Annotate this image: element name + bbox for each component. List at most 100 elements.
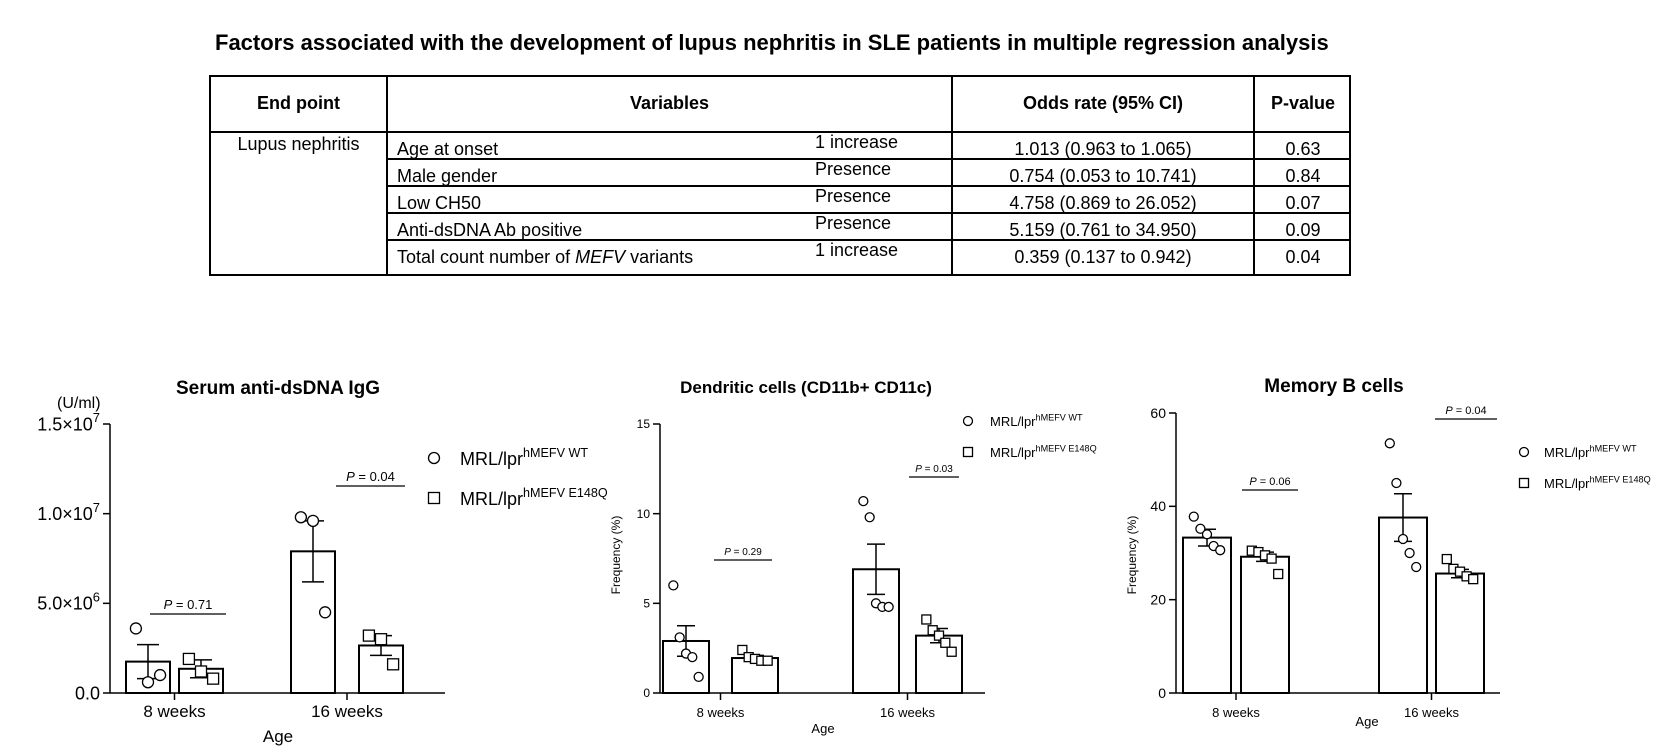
- data-point: [194, 665, 208, 678]
- legend-label: MRL/lprhMEFV E148Q: [1544, 474, 1651, 491]
- data-point: [927, 625, 938, 636]
- x-tick-label: 8 weeks: [1212, 705, 1260, 720]
- pvalue-symbol: P: [724, 547, 731, 558]
- data-point: [1391, 477, 1402, 489]
- legend-marker: [962, 415, 974, 427]
- x-axis-label: Age: [263, 727, 293, 746]
- y-tick-exponent: 7: [93, 410, 100, 425]
- y-axis-label: Frequency (%): [609, 516, 623, 595]
- data-point: [1441, 553, 1452, 565]
- table-divider: [1253, 77, 1255, 274]
- data-point: [306, 514, 320, 527]
- unit-cell: Presence: [815, 186, 892, 206]
- pvalue-symbol: P: [164, 597, 173, 612]
- data-point: [386, 658, 400, 671]
- table-divider: [951, 77, 953, 274]
- y-tick-exponent: 6: [93, 590, 100, 605]
- data-point: [1404, 547, 1415, 559]
- data-point: [737, 644, 748, 656]
- x-tick-label: 8 weeks: [143, 702, 205, 721]
- unit-cell: 1 increase: [815, 132, 899, 152]
- y-tick-label: 5: [643, 597, 650, 611]
- header-pvalue: P-value: [1270, 93, 1336, 113]
- y-tick-label: 0.0: [75, 683, 100, 703]
- data-point: [374, 633, 388, 646]
- x-tick-label: 16 weeks: [880, 705, 935, 720]
- data-point: [674, 632, 685, 643]
- variable-cell: Age at onset: [397, 139, 499, 159]
- pvalue-label: P = 0.29: [724, 547, 762, 558]
- y-tick-exponent: 7: [93, 500, 100, 515]
- y-tick-label: 20: [1150, 592, 1166, 608]
- data-point: [141, 676, 155, 689]
- chart-title: Serum anti-dsDNA IgG: [176, 378, 380, 399]
- data-point: [883, 601, 894, 613]
- data-point: [933, 630, 945, 641]
- data-point: [1188, 511, 1199, 522]
- chart-2: Dendritic cells (CD11b+ CD11c) Frequency …: [609, 378, 1097, 736]
- data-point: [1397, 533, 1409, 545]
- variable-suffix: variants: [625, 247, 694, 267]
- data-point: [1266, 553, 1277, 564]
- unit-cell: 1 increase: [815, 240, 899, 260]
- data-point: [693, 671, 704, 683]
- legend-marker: [962, 446, 974, 458]
- legend-label: MRL/lprhMEFV WT: [1544, 443, 1637, 460]
- data-point: [1411, 561, 1422, 573]
- legend-superscript: hMEFV WT: [523, 446, 588, 460]
- data-point: [946, 646, 957, 657]
- data-point: [762, 655, 773, 666]
- data-point: [858, 495, 869, 507]
- legend-superscript: hMEFV E148Q: [1036, 443, 1097, 453]
- pvalue-symbol: P: [1249, 476, 1257, 488]
- x-tick-label: 16 weeks: [1404, 705, 1459, 720]
- pvalue-cell: 0.07: [1285, 193, 1321, 213]
- y-tick-label: 40: [1150, 498, 1166, 514]
- y-tick-label: 10: [637, 507, 651, 521]
- y-tick-label: 1.5×107: [37, 410, 100, 434]
- y-tick-label: 15: [637, 417, 651, 431]
- legend-superscript: hMEFV WT: [1590, 443, 1637, 453]
- pvalue-label: P = 0.04: [346, 469, 395, 484]
- data-point: [921, 614, 932, 625]
- data-point: [668, 580, 679, 591]
- legend-marker: [1518, 477, 1530, 489]
- data-point: [1468, 573, 1479, 585]
- legend: MRL/lprhMEFV WT MRL/lprhMEFV E148Q: [427, 446, 608, 509]
- pvalue-cell: 0.63: [1285, 139, 1321, 159]
- variable-cell: Low CH50: [397, 193, 482, 213]
- bar: [915, 634, 963, 695]
- data-point: [294, 511, 308, 524]
- pvalue-label: P = 0.06: [1249, 476, 1290, 488]
- data-point: [1273, 568, 1284, 580]
- y-axis-label: Frequency (%): [1125, 516, 1139, 595]
- pvalue-label: P = 0.04: [1445, 405, 1486, 417]
- pvalue-cell: 0.84: [1285, 166, 1321, 186]
- legend-label: MRL/lprhMEFV E148Q: [460, 486, 608, 509]
- data-point: [153, 668, 167, 682]
- y-tick-label: 5.0×106: [37, 590, 100, 614]
- table-divider: [211, 131, 1349, 133]
- data-point: [1384, 438, 1395, 449]
- data-point: [864, 512, 875, 523]
- legend: MRL/lprhMEFV WT MRL/lprhMEFV E148Q: [1518, 443, 1651, 491]
- pvalue-cell: 0.04: [1285, 247, 1321, 267]
- y-tick-label: 60: [1150, 405, 1166, 421]
- variable-cell: Total count number of MEFV variants: [397, 247, 693, 268]
- legend-superscript: hMEFV WT: [1036, 412, 1083, 422]
- legend-marker: [427, 491, 441, 505]
- table-divider: [386, 77, 388, 274]
- header-end-point: End point: [257, 93, 340, 113]
- odds-cell: 5.159 (0.761 to 34.950): [1009, 220, 1197, 240]
- variable-cell: Male gender: [397, 166, 498, 186]
- data-point: [129, 622, 143, 635]
- variable-cell: Anti-dsDNA Ab positive: [397, 220, 583, 240]
- unit-cell: Presence: [815, 213, 892, 233]
- legend: MRL/lprhMEFV WT MRL/lprhMEFV E148Q: [962, 412, 1097, 460]
- odds-cell: 4.758 (0.869 to 26.052): [1009, 193, 1197, 213]
- data-point: [318, 606, 332, 619]
- unit-cell: Presence: [815, 159, 892, 179]
- y-tick-label: 1.0×107: [37, 500, 100, 524]
- data-point: [362, 629, 376, 642]
